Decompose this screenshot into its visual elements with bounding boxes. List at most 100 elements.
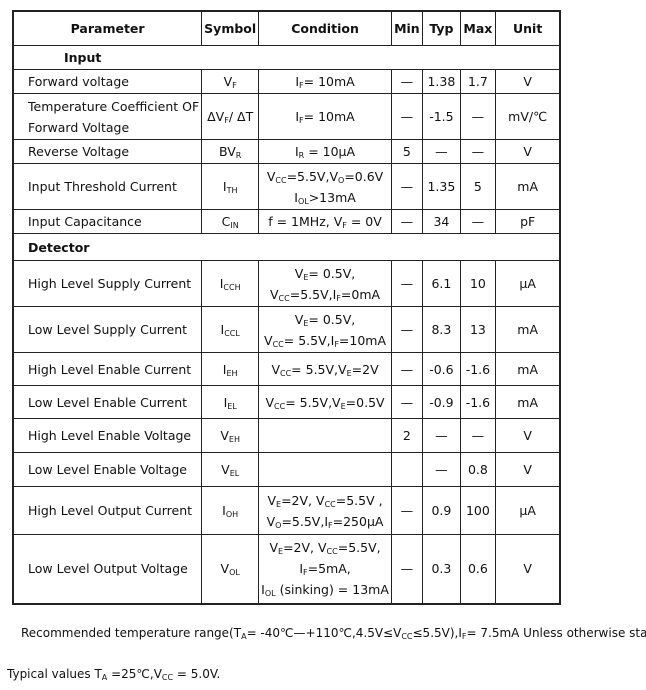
text: (sinking) = 13mA [275,582,389,598]
unit-cell: V [494,418,561,453]
table-row: High Level Supply Current ICCH VE= 0.5V, VC… [12,260,561,307]
text-line: VCC= 5.5V,VE=0.5V [261,392,389,413]
table-row: High Level Enable Current IEH VCC= 5.5V,VE… [12,352,561,386]
condition-cell: VE=2V, VCC=5.5V , VO=5.5V,IF=250μA [258,486,392,535]
text: V [264,332,273,348]
table-row: Reverse Voltage BVR IR = 10μA 5— — V [12,139,561,164]
text-line: VE= 0.5V, [261,309,389,330]
condition-cell [258,418,392,453]
text-line: ΔVF/ ΔT [204,106,256,127]
table-row: Temperature Coefficient OF Forward Voltag… [12,93,561,140]
subscript: F [232,81,237,90]
text-line: IEL [204,392,256,413]
text: Recommended temperature range(T [21,626,242,640]
param-cell: Input Threshold Current [12,163,203,210]
condition-cell: VCC= 5.5V,VE=0.5V [258,385,392,419]
text-line: VCC= 5.5V,VE=2V [261,359,389,380]
unit-cell: V [494,534,561,604]
condition-cell: f = 1MHz, VF = 0V [258,209,392,234]
subscript: R [298,151,305,160]
text-line: ITH [204,176,256,197]
unit-cell: V [494,452,561,487]
subscript: CC [324,499,336,509]
text: V [265,394,275,410]
footnote-typical-values: Typical values TA =25℃,VCC = 5.0V. [7,667,221,682]
typ-cell: 0.3 [421,534,461,604]
text-line: f = 1MHz, VF = 0V [261,211,389,232]
text-line: High Level Supply Current [28,273,199,294]
text: I [222,503,226,518]
typ-cell: — [421,418,461,453]
text-line: VE=2V, VCC=5.5V , [261,490,389,511]
subscript: F [336,293,341,303]
table-row: Forward voltage VF IF= 10mA —1.38 1.7 V [12,69,561,94]
max-cell: -1.6 [459,352,496,386]
max-cell: — [459,93,496,140]
min-cell: — [390,209,423,234]
text: Input Capacitance [28,214,142,229]
subscript: OL [297,196,309,206]
text-line: Reverse Voltage [28,141,199,162]
param-cell: High Level Enable Current [12,352,203,386]
unit-cell: V [494,139,561,164]
unit-cell: mA [494,352,561,386]
section-title: Input [12,45,561,70]
section-row: Input [12,45,561,70]
table-row: Input Capacitance CIN f = 1MHz, VF = 0V —34… [12,209,561,234]
condition-cell: IF= 10mA [258,93,392,140]
text-line: VCC=5.5V,IF=0mA [261,284,389,305]
text-line: IR = 10μA [261,141,389,162]
typ-cell: 1.35 [421,163,461,210]
subscript: EL [227,401,237,411]
subscript: EL [229,469,240,478]
text: I [295,74,300,89]
text: Typical values T [7,667,102,681]
text: V [267,492,277,508]
symbol-cell: VOL [201,534,260,604]
min-cell: — [390,385,423,419]
text-line: IOH [204,500,256,521]
subscript: E [276,499,282,509]
text-line: IOL>13mA [261,187,389,208]
text: I [295,109,300,124]
symbol-cell: IEH [201,352,260,386]
param-cell: Low Level Output Voltage [12,534,203,604]
text: Temperature Coefficient OF [28,98,200,114]
unit-cell: mA [494,306,561,353]
max-cell: 100 [459,486,496,535]
subscript: CC [401,632,413,641]
text: = 5.0V. [173,667,221,681]
typ-cell: — [421,139,461,164]
subscript: CC [275,175,287,185]
max-cell: — [459,418,496,453]
subscript: A [101,673,108,682]
text: V [271,361,280,377]
text-line: High Level Enable Voltage [28,425,199,446]
text: =25℃,V [107,667,162,681]
max-cell: -1.6 [459,385,496,419]
min-cell [390,452,423,487]
section-title: Detector [12,233,561,261]
text: I [294,144,299,159]
condition-cell: IF= 10mA [258,69,392,94]
text-line: Low Level Output Voltage [28,558,199,579]
symbol-cell: IEL [201,385,260,419]
text-line: Forward voltage [28,71,199,92]
text: =2V, V [283,540,327,556]
symbol-cell: VEH [201,418,260,453]
text: I [222,361,227,377]
text: Low Level Supply Current [28,322,188,337]
text: V [221,462,230,477]
text: ≤5.5V),I [412,626,462,640]
subscript: OL [229,568,240,578]
text: V [269,540,278,556]
unit-cell: V [494,69,561,94]
max-cell: 0.6 [459,534,496,604]
subscript: EH [226,368,238,378]
param-cell: Low Level Enable Voltage [12,452,203,487]
text: I [261,582,265,598]
typ-cell: — [421,452,461,487]
subscript: O [275,520,282,530]
text: =0mA [340,286,381,302]
symbol-cell: ICCL [201,306,260,353]
